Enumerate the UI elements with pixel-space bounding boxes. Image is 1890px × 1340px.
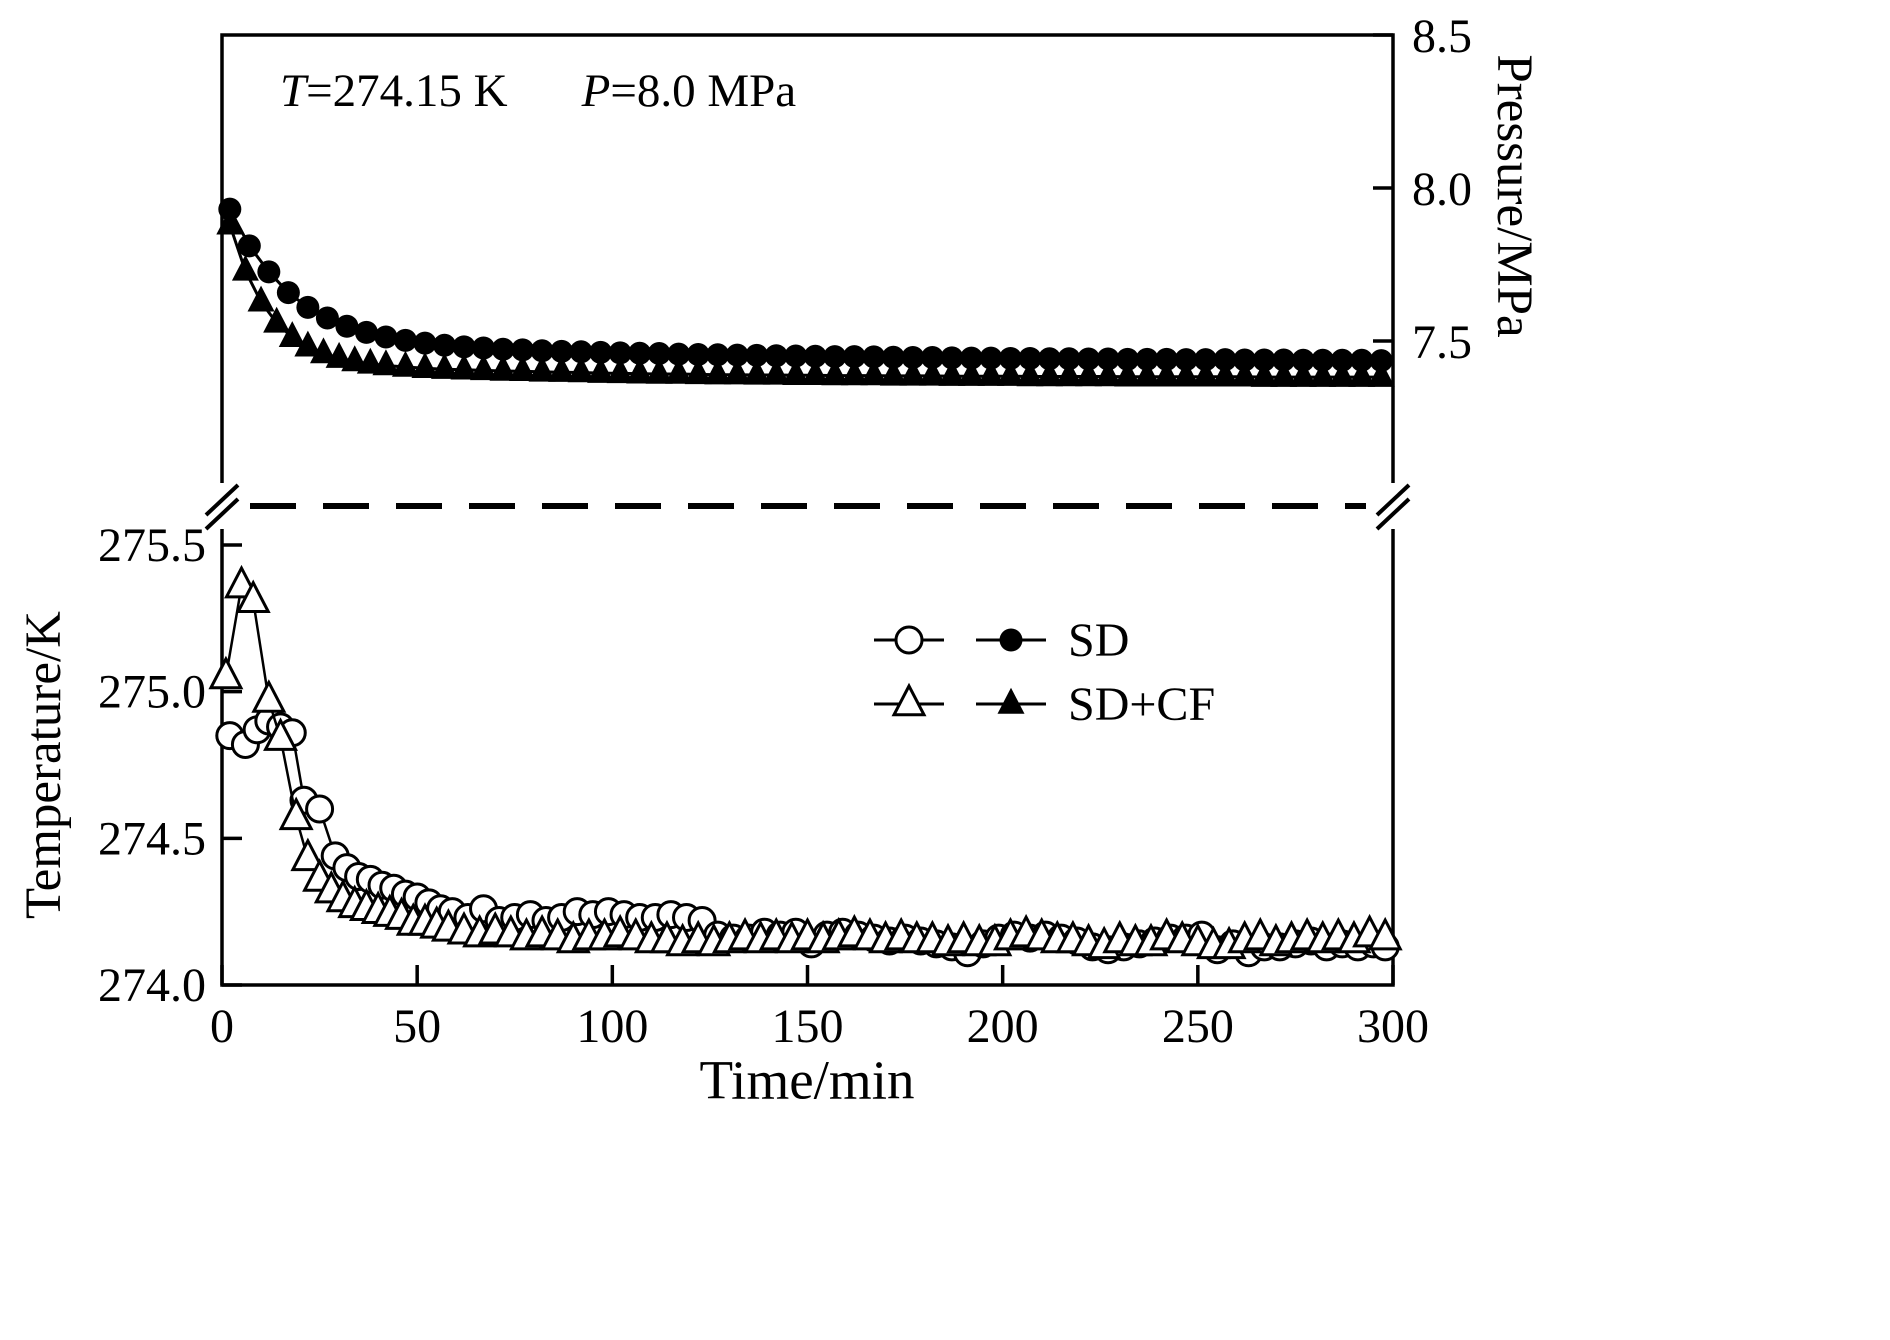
legend-marker-swatch — [874, 625, 1046, 655]
annotation-t-symbol: T — [280, 65, 307, 117]
axis-break-mark — [204, 483, 240, 531]
x-axis-ticks: 0 50 100 150 200 250 300 — [210, 965, 1429, 1053]
series-pressure-sd — [218, 197, 1393, 373]
annotation-p-symbol: P — [581, 65, 611, 117]
x-tick-label: 50 — [393, 1000, 441, 1053]
legend-label: SD+CF — [1068, 677, 1216, 731]
x-tick-label: 300 — [1357, 1000, 1429, 1053]
annotation-p-value: =8.0 MPa — [610, 65, 797, 117]
legend: SD SD+CF — [872, 608, 1215, 736]
pressure-tick-label: 7.5 — [1412, 316, 1472, 369]
x-tick-label: 200 — [967, 1000, 1039, 1053]
pressure-tick-label: 8.0 — [1412, 163, 1472, 216]
x-axis-title: Time/min — [699, 1049, 915, 1111]
legend-marker-swatch — [874, 682, 1046, 717]
x-tick-label: 150 — [772, 1000, 844, 1053]
series-pressure-sd-cf — [216, 208, 1395, 387]
temperature-tick-label: 275.5 — [98, 519, 206, 572]
legend-item: SD — [872, 608, 1215, 672]
x-tick-label: 250 — [1162, 1000, 1234, 1053]
pressure-axis-ticks: 8.5 8.0 7.5 — [1373, 10, 1472, 369]
plot-frame — [220, 33, 1395, 987]
pressure-axis-title: Pressure/MPa — [1486, 54, 1542, 338]
x-tick-label: 100 — [576, 1000, 648, 1053]
legend-item: SD+CF — [872, 672, 1215, 736]
axis-break-mark — [1375, 483, 1411, 531]
series-temperature-sd-cf — [208, 564, 1403, 960]
pressure-tick-label: 8.5 — [1412, 10, 1472, 63]
x-tick-label: 0 — [210, 1000, 234, 1053]
legend-label: SD — [1068, 613, 1130, 667]
temperature-tick-label: 274.0 — [98, 959, 206, 1012]
temperature-tick-label: 275.0 — [98, 666, 206, 719]
temperature-axis-title: Temperature/K — [16, 611, 72, 919]
temperature-tick-label: 274.5 — [98, 812, 206, 865]
temperature-axis-ticks: 275.5 275.0 274.5 274.0 — [98, 519, 242, 1012]
annotation: T=274.15 K P=8.0 MPa — [280, 64, 796, 118]
annotation-t-value: =274.15 K — [306, 65, 508, 117]
